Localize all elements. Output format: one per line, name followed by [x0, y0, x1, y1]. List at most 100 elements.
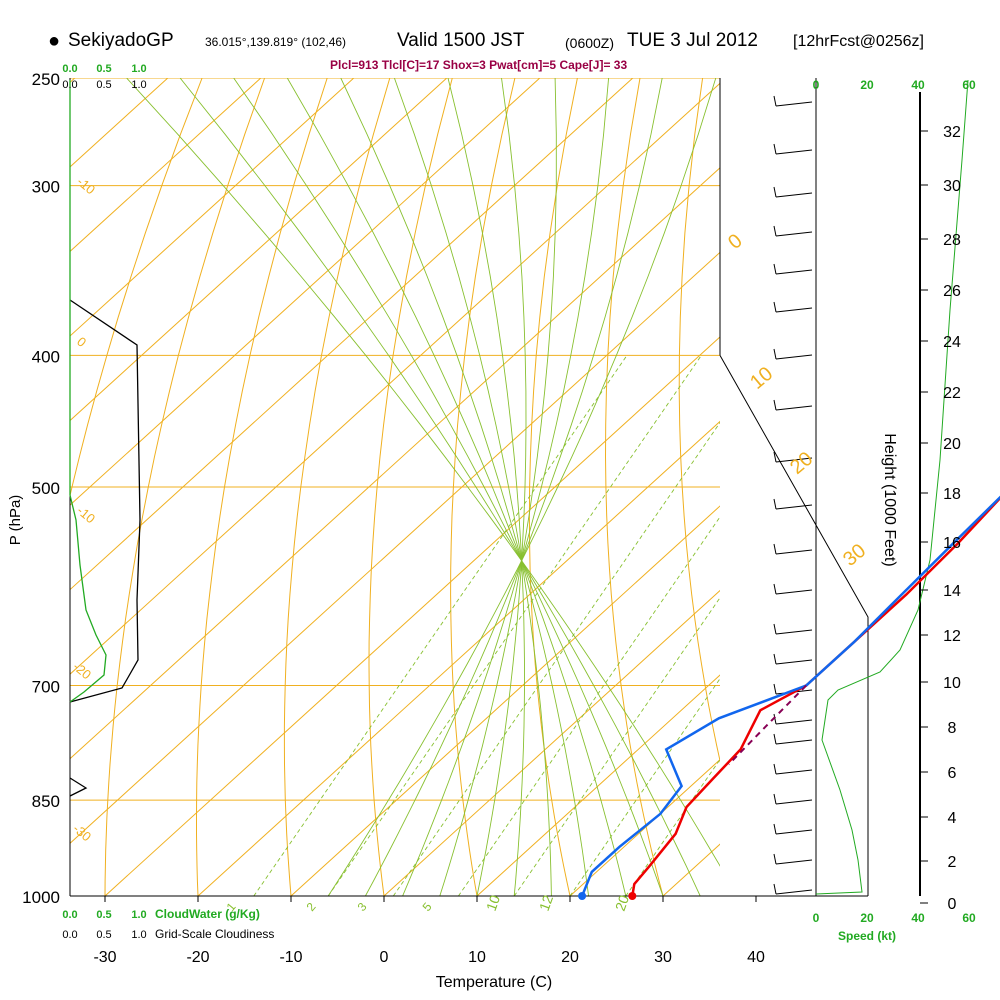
station-marker-icon: ● — [48, 30, 61, 52]
wind-barb — [775, 739, 813, 745]
mixing-ratio-line — [458, 516, 720, 896]
dry-adiabat-line — [104, 78, 266, 896]
height-tick-label: 6 — [948, 765, 957, 782]
pressure-tick-label: 500 — [32, 479, 60, 498]
wind-barb-flag — [773, 793, 777, 805]
isotherm-line — [104, 336, 720, 896]
cloudiness-axis-label: Grid-Scale Cloudiness — [155, 927, 274, 941]
height-tick-label: 8 — [948, 720, 957, 737]
wind-barb — [775, 354, 813, 360]
isotherm-line — [70, 78, 634, 591]
dry-adiabat-line — [70, 78, 203, 498]
wind-speed-axis-label: Speed (kt) — [838, 929, 896, 943]
wind-barb — [775, 457, 813, 463]
dry-adiabat-label: 0 — [724, 230, 747, 254]
isotherm-line — [290, 505, 720, 896]
wind-barb — [775, 589, 813, 595]
station-coords: 36.015°,139.819° (102,46) — [205, 35, 347, 49]
wind-speed-profile — [815, 79, 969, 895]
wind-barb — [775, 889, 813, 895]
height-tick-label: 10 — [943, 675, 961, 692]
dry-adiabat-label: 30 — [839, 540, 870, 571]
mixing-ratio-label: 5 — [420, 900, 435, 914]
wind-barb — [775, 101, 813, 107]
forecast-info: [12hrFcst@0256z] — [793, 33, 924, 50]
cloudwater-tick-label: 1.0 — [131, 63, 146, 75]
wind-barb-flag — [773, 399, 777, 411]
pressure-tick-label: 850 — [32, 792, 60, 811]
dry-adiabat-label: -10 — [74, 503, 98, 527]
wind-barb — [775, 799, 813, 805]
cloudwater-tick-label: 0.0 — [62, 909, 77, 921]
dewpoint-surface-point — [578, 892, 587, 900]
height-tick-label: 28 — [943, 232, 961, 249]
moist-adiabat-line — [179, 78, 701, 896]
moist-adiabat-line — [402, 78, 610, 896]
moist-adiabat-line — [327, 78, 717, 896]
cloud-panel — [69, 80, 141, 797]
wind-barb-flag — [773, 713, 777, 725]
mixing-ratio-label: 2 — [304, 900, 319, 914]
utc-time: (0600Z) — [565, 35, 615, 51]
height-tick-label: 18 — [943, 486, 961, 503]
pressure-tick-label: 300 — [32, 178, 60, 197]
dry-adiabat-label: 10 — [746, 363, 777, 394]
dry-adiabat-line — [678, 78, 720, 763]
wind-barb-flag — [773, 186, 777, 198]
background-lines — [70, 78, 1000, 896]
height-tick-label: 16 — [943, 535, 961, 552]
chart-header: ● SekiyadoGP 36.015°,139.819° (102,46) V… — [0, 0, 1000, 60]
dewpoint-line — [580, 495, 1000, 897]
y-axis-title: P (hPa) — [7, 495, 24, 546]
wind-speed-tick-label: 40 — [911, 911, 925, 925]
temperature-tick-label: -10 — [279, 949, 302, 966]
wind-barb — [775, 659, 813, 665]
height-tick-label: 0 — [948, 896, 957, 913]
wind-barb-flag — [773, 733, 777, 745]
cloudwater-axis-label: CloudWater (g/Kg) — [155, 907, 260, 921]
moist-adiabat-line — [365, 78, 663, 896]
height-tick-label: 22 — [943, 385, 961, 402]
dry-adiabat-line — [283, 78, 391, 896]
moist-adiabat-label: 20 — [612, 893, 632, 913]
height-tick-label: 26 — [943, 283, 961, 300]
temperature-tick-label: 30 — [654, 949, 672, 966]
wind-barb — [775, 307, 813, 313]
wind-barb — [775, 829, 813, 835]
isotherm-line — [70, 78, 355, 337]
cloudiness-tick-label: 0.0 — [62, 929, 77, 941]
isotherm-line — [756, 78, 1000, 896]
dry-adiabat-label: -20 — [70, 659, 94, 683]
height-tick-label: 4 — [948, 810, 957, 827]
valid-time: Valid 1500 JST — [397, 30, 525, 51]
wind-panel — [773, 78, 969, 904]
moist-adiabat-line — [340, 78, 590, 896]
height-tick-label: 2 — [948, 854, 957, 871]
right-axis-title: Height (1000 Feet) — [881, 433, 898, 566]
pressure-tick-label: 400 — [32, 347, 60, 366]
x-axis-title: Temperature (C) — [436, 974, 552, 991]
temperature-tick-label: 0 — [380, 949, 389, 966]
wind-barb-flag — [773, 348, 777, 360]
moist-adiabat-line — [439, 78, 557, 896]
isotherm-line — [849, 78, 1000, 896]
wind-barb-flag — [773, 653, 777, 665]
wind-barb-flag — [773, 683, 777, 695]
wind-barb-flag — [773, 301, 777, 313]
wind-barb-flag — [773, 763, 777, 775]
wind-barb-flag — [773, 543, 777, 555]
moist-adiabat-label: 10 — [483, 893, 503, 913]
moist-adiabat-line — [126, 78, 720, 867]
stability-indices: Plcl=913 Tlcl[C]=17 Shox=3 Pwat[cm]=5 Ca… — [330, 58, 628, 72]
dry-adiabat-label: -10 — [74, 174, 98, 198]
mixing-ratio-line — [392, 421, 720, 896]
isotherm-line — [383, 589, 720, 896]
wind-barb — [775, 504, 813, 510]
height-tick-label: 30 — [943, 178, 961, 195]
wind-barb-flag — [773, 583, 777, 595]
height-tick-label: 20 — [943, 436, 961, 453]
wind-barb — [775, 192, 813, 198]
wind-barb — [775, 549, 813, 555]
cloudwater-tick-label: 0.5 — [96, 63, 111, 75]
